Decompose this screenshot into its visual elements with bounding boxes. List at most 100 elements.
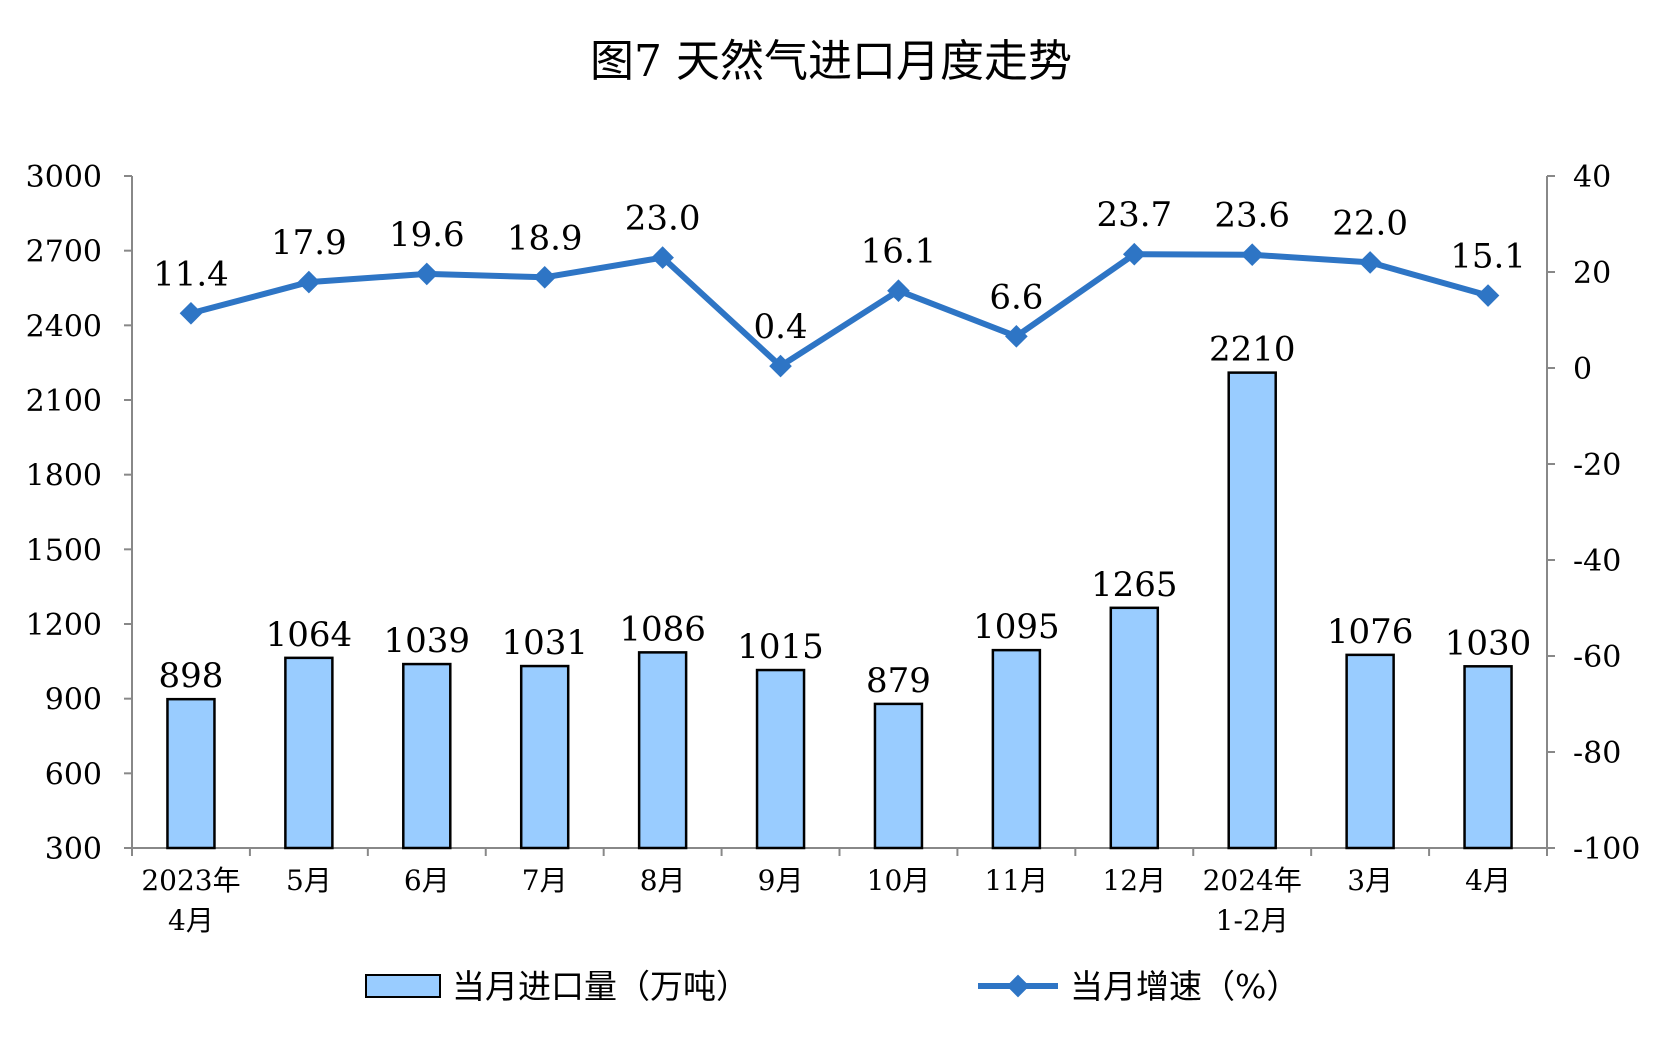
bar bbox=[755, 668, 806, 850]
legend-line-marker bbox=[1006, 974, 1030, 998]
bar bbox=[1345, 653, 1395, 850]
x-tick-label: 2023年 4月 bbox=[141, 864, 240, 937]
x-tick-label-line: 8月 bbox=[640, 864, 686, 897]
x-tick-label-line: 4月 bbox=[1465, 864, 1511, 897]
x-tick-label-line: 10月 bbox=[867, 864, 931, 897]
x-tick-label-line: 5月 bbox=[286, 864, 332, 897]
x-tick-label-line: 2024年 bbox=[1203, 864, 1302, 897]
line-data-label: 22.0 bbox=[1332, 203, 1408, 243]
bar bbox=[402, 662, 452, 850]
x-tick-label: 9月 bbox=[758, 864, 804, 897]
line-data-label: 19.6 bbox=[389, 215, 465, 255]
x-tick-label: 4月 bbox=[1465, 864, 1511, 897]
bar bbox=[1227, 371, 1277, 850]
right-tick-label: -20 bbox=[1573, 448, 1621, 483]
bar-series: 898 1064 1039 1031 1086 1015 879 1095 1265 2210 10… bbox=[159, 330, 1532, 850]
right-tick-label: -100 bbox=[1573, 832, 1640, 867]
x-tick-label-line: 7月 bbox=[522, 864, 568, 897]
right-tick-label: 40 bbox=[1573, 160, 1611, 195]
x-tick-label-line: 6月 bbox=[404, 864, 450, 897]
right-tick-label: -60 bbox=[1573, 640, 1621, 675]
left-tick-label: 1200 bbox=[26, 608, 102, 643]
bar bbox=[991, 648, 1042, 850]
right-tick-label: -80 bbox=[1573, 736, 1621, 771]
bar-data-label: 1039 bbox=[384, 621, 471, 661]
x-tick-label: 5月 bbox=[286, 864, 332, 897]
line-point bbox=[533, 265, 557, 289]
x-tick-label-line: 2023年 bbox=[141, 864, 240, 897]
line-data-label: 16.1 bbox=[861, 232, 937, 272]
growth-line bbox=[190, 251, 1489, 370]
x-tick-label-line: 9月 bbox=[758, 864, 804, 897]
x-tick-label-line: 12月 bbox=[1102, 864, 1166, 897]
bar bbox=[284, 656, 334, 850]
line-data-label: 6.6 bbox=[989, 277, 1043, 317]
line-series: 11.4 17.9 19.6 18.9 23.0 0.4 16.1 6.6 23.7 23.6 22… bbox=[153, 195, 1526, 378]
bar bbox=[166, 697, 216, 850]
right-tick-label: 0 bbox=[1573, 352, 1592, 387]
left-tick-label: 600 bbox=[45, 757, 102, 792]
bar-data-label: 1015 bbox=[737, 627, 824, 667]
bar-data-label: 1030 bbox=[1445, 623, 1532, 663]
x-tick-label: 6月 bbox=[404, 864, 450, 897]
line-point bbox=[297, 270, 321, 294]
bar-data-label: 898 bbox=[159, 656, 224, 696]
left-tick-label: 300 bbox=[45, 832, 102, 867]
x-tick-label: 10月 bbox=[867, 864, 931, 897]
line-point bbox=[1240, 243, 1264, 267]
x-tick-label-line: 11月 bbox=[985, 864, 1049, 897]
line-point bbox=[1005, 325, 1028, 348]
legend-bar-label: 当月进口量（万吨） bbox=[452, 967, 749, 1006]
bar bbox=[1463, 665, 1513, 850]
bar bbox=[637, 651, 688, 850]
axes: 300 600 900 1200 1500 1800 2100 2400 2700 3000 -10… bbox=[26, 160, 1641, 937]
line-point bbox=[887, 279, 910, 303]
line-data-label: 23.0 bbox=[625, 199, 701, 239]
bar-data-label: 879 bbox=[866, 661, 931, 701]
x-tick-label-line: 3月 bbox=[1347, 864, 1393, 897]
line-data-label: 15.1 bbox=[1450, 237, 1526, 277]
line-data-label: 0.4 bbox=[754, 307, 808, 347]
bar-data-label: 1086 bbox=[619, 609, 706, 649]
legend-bar-swatch bbox=[365, 974, 441, 998]
bar bbox=[873, 702, 924, 850]
left-tick-label: 1800 bbox=[26, 459, 102, 494]
left-tick-label: 2400 bbox=[26, 309, 102, 344]
x-tick-label: 7月 bbox=[522, 864, 568, 897]
x-tick-label-line: 1-2月 bbox=[1216, 904, 1289, 937]
x-tick-label-line: 4月 bbox=[168, 904, 214, 937]
bar-data-label: 1265 bbox=[1091, 565, 1178, 605]
line-data-label: 11.4 bbox=[153, 254, 229, 294]
chart-title: 图7 天然气进口月度走势 bbox=[590, 36, 1072, 87]
left-tick-label: 900 bbox=[45, 683, 102, 718]
left-tick-label: 2700 bbox=[26, 235, 102, 270]
bar-data-label: 1064 bbox=[266, 615, 353, 655]
bar bbox=[1109, 606, 1160, 850]
right-tick-label: -40 bbox=[1573, 544, 1621, 579]
bar bbox=[519, 664, 570, 850]
x-tick-label: 11月 bbox=[985, 864, 1049, 897]
line-point bbox=[769, 354, 792, 378]
left-tick-label: 3000 bbox=[26, 160, 102, 195]
line-data-label: 18.9 bbox=[507, 218, 583, 258]
line-point bbox=[1358, 251, 1382, 274]
bar-data-label: 1076 bbox=[1327, 612, 1414, 652]
line-point bbox=[1476, 284, 1500, 307]
x-tick-label: 8月 bbox=[640, 864, 686, 897]
line-data-label: 23.6 bbox=[1214, 196, 1290, 236]
x-tick-label: 12月 bbox=[1102, 864, 1166, 897]
line-data-label: 23.7 bbox=[1096, 195, 1172, 235]
x-tick-label: 2024年 1-2月 bbox=[1203, 864, 1302, 937]
line-point bbox=[179, 301, 203, 325]
left-tick-label: 1500 bbox=[26, 533, 102, 568]
left-tick-label: 2100 bbox=[26, 384, 102, 419]
bar-data-label: 1031 bbox=[501, 623, 588, 663]
x-tick-label: 3月 bbox=[1347, 864, 1393, 897]
bar-data-label: 2210 bbox=[1209, 330, 1296, 370]
legend: 当月进口量（万吨） 当月增速（%） bbox=[365, 967, 1299, 1006]
line-point bbox=[415, 262, 439, 286]
bar-data-label: 1095 bbox=[973, 607, 1060, 647]
right-tick-label: 20 bbox=[1573, 256, 1611, 291]
legend-line-label: 当月增速（%） bbox=[1070, 967, 1299, 1006]
